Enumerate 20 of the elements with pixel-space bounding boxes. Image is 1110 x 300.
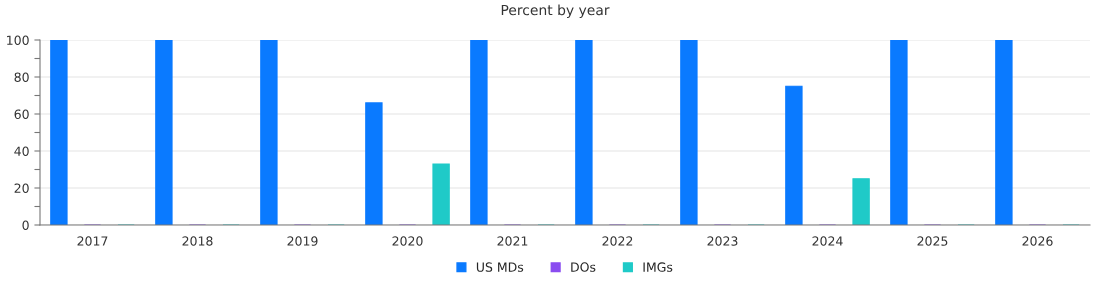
y-tick-label: 0 [22,220,29,230]
x-tick-label: 2020 [392,236,423,246]
x-tick-label: 2023 [707,236,738,246]
y-tick-label: 20 [14,183,29,193]
x-tick-label: 2019 [287,236,318,246]
legend-label: IMGs [643,262,673,272]
y-tick-label: 40 [14,146,29,156]
legend-label: US MDs [476,262,524,272]
y-tick-label: 100 [7,35,29,45]
x-tick-label: 2026 [1022,236,1053,246]
x-tick-label: 2022 [602,236,633,246]
x-tick-label: 2017 [77,236,108,246]
y-tick-label: 60 [14,109,29,119]
legend-label: DOs [571,262,596,272]
x-tick-label: 2018 [182,236,213,246]
x-tick-label: 2021 [497,236,528,246]
y-tick-label: 80 [14,72,29,82]
x-tick-label: 2025 [917,236,948,246]
x-tick-label: 2024 [812,236,843,246]
chart-title: Percent by year [501,4,610,18]
